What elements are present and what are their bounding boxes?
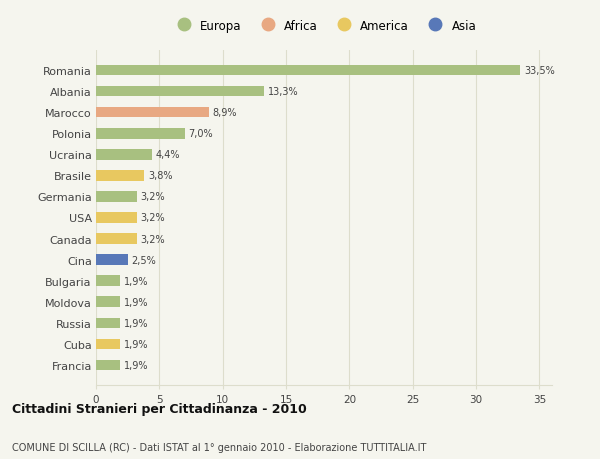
Bar xyxy=(96,276,120,286)
Text: 33,5%: 33,5% xyxy=(524,66,555,76)
Bar xyxy=(96,318,120,328)
Bar xyxy=(96,171,144,181)
Text: 2,5%: 2,5% xyxy=(131,255,156,265)
Bar xyxy=(96,360,120,370)
Text: 1,9%: 1,9% xyxy=(124,276,148,286)
Bar xyxy=(96,87,265,97)
Bar xyxy=(96,150,152,160)
Text: 3,2%: 3,2% xyxy=(140,192,165,202)
Text: 1,9%: 1,9% xyxy=(124,318,148,328)
Text: 8,9%: 8,9% xyxy=(212,108,237,118)
Text: 1,9%: 1,9% xyxy=(124,339,148,349)
Bar xyxy=(96,192,137,202)
Bar xyxy=(96,255,128,265)
Bar xyxy=(96,339,120,349)
Text: 3,2%: 3,2% xyxy=(140,213,165,223)
Text: 1,9%: 1,9% xyxy=(124,297,148,307)
Text: COMUNE DI SCILLA (RC) - Dati ISTAT al 1° gennaio 2010 - Elaborazione TUTTITALIA.: COMUNE DI SCILLA (RC) - Dati ISTAT al 1°… xyxy=(12,442,427,452)
Bar xyxy=(96,297,120,308)
Text: 13,3%: 13,3% xyxy=(268,87,299,97)
Legend: Europa, Africa, America, Asia: Europa, Africa, America, Asia xyxy=(172,20,476,33)
Bar xyxy=(96,66,520,76)
Text: 1,9%: 1,9% xyxy=(124,360,148,370)
Bar xyxy=(96,234,137,244)
Bar xyxy=(96,129,185,139)
Text: 4,4%: 4,4% xyxy=(155,150,180,160)
Text: 3,8%: 3,8% xyxy=(148,171,172,181)
Text: Cittadini Stranieri per Cittadinanza - 2010: Cittadini Stranieri per Cittadinanza - 2… xyxy=(12,403,307,415)
Text: 3,2%: 3,2% xyxy=(140,234,165,244)
Bar xyxy=(96,108,209,118)
Text: 7,0%: 7,0% xyxy=(188,129,213,139)
Bar xyxy=(96,213,137,223)
